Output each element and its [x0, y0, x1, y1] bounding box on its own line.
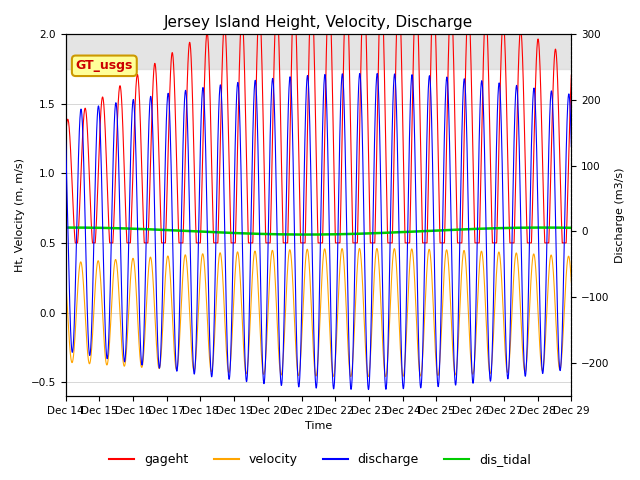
Y-axis label: Ht, Velocity (m, m/s): Ht, Velocity (m, m/s) — [15, 158, 25, 272]
Bar — [65, 34, 572, 69]
Y-axis label: Discharge (m3/s): Discharge (m3/s) — [615, 168, 625, 263]
Text: GT_usgs: GT_usgs — [76, 60, 133, 72]
Legend: gageht, velocity, discharge, dis_tidal: gageht, velocity, discharge, dis_tidal — [104, 448, 536, 471]
Title: Jersey Island Height, Velocity, Discharge: Jersey Island Height, Velocity, Discharg… — [164, 15, 473, 30]
X-axis label: Time: Time — [305, 421, 332, 432]
